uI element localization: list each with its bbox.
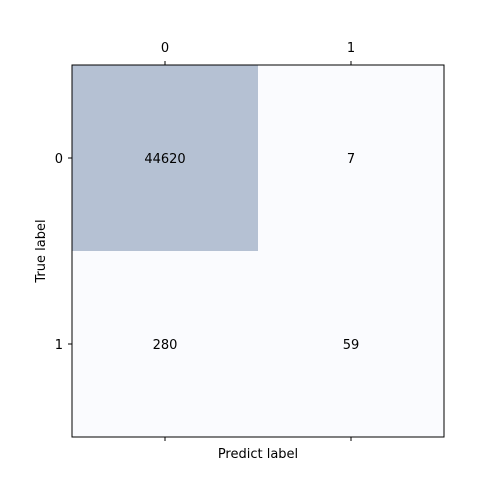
cell-value-label-r0-c1: 7 (347, 152, 355, 167)
y-tick-label-0: 0 (55, 152, 63, 167)
matrix-cell-r0-c0 (72, 65, 258, 251)
cell-value-label-r1-c1: 59 (343, 338, 360, 353)
plot-frame (71, 64, 445, 438)
matrix-cell-r0-c1 (258, 65, 444, 251)
cell-value-label-r1-c0: 280 (153, 338, 178, 353)
x-tick-label-1: 1 (347, 41, 355, 56)
y-axis-label: True label (34, 219, 49, 283)
x-tick-label-0: 0 (161, 41, 169, 56)
cell-value-label-r0-c0: 44620 (144, 152, 185, 167)
x-axis-label: Predict label (218, 447, 298, 462)
y-tick-label-1: 1 (55, 338, 63, 353)
matrix-cell-r1-c0 (72, 251, 258, 437)
matrix-cell-r1-c1 (258, 251, 444, 437)
